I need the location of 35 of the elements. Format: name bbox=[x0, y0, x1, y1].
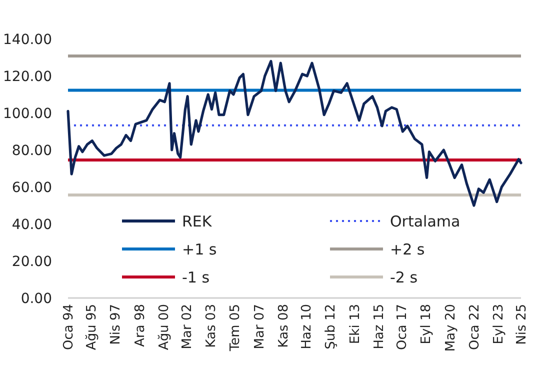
x-tick-label: Oca 94 bbox=[62, 304, 77, 350]
y-tick-label: 140.00 bbox=[3, 32, 52, 48]
y-tick-label: 40.00 bbox=[12, 216, 52, 233]
legend-label: +1 s bbox=[182, 240, 217, 258]
x-tick-label: Oca 17 bbox=[395, 304, 410, 350]
y-tick-label: 0.00 bbox=[20, 290, 52, 307]
x-tick-label: Şub 12 bbox=[324, 304, 339, 350]
x-tick-label: Nis 25 bbox=[514, 304, 530, 345]
x-tick-label: Mar 07 bbox=[252, 304, 268, 350]
x-tick-label: Mar 02 bbox=[180, 304, 195, 350]
x-tick-label: Ara 98 bbox=[132, 304, 148, 347]
legend-label: -1 s bbox=[182, 268, 210, 286]
legend-label: +2 s bbox=[390, 240, 425, 258]
x-tick-label: Haz 10 bbox=[300, 304, 314, 350]
x-tick-label: Nis 97 bbox=[108, 304, 124, 345]
y-tick-label: 20.00 bbox=[12, 254, 52, 270]
y-tick-label: 60.00 bbox=[12, 180, 52, 196]
x-tick-label: Eyl 18 bbox=[419, 304, 434, 344]
line-series bbox=[66, 60, 522, 207]
legend-label: REK bbox=[182, 212, 213, 230]
x-tick-label: Ağu 00 bbox=[156, 304, 172, 350]
y-tick-label: 120.00 bbox=[3, 68, 52, 85]
legend-label: Ortalama bbox=[390, 212, 460, 230]
x-tick-label: Kas 08 bbox=[276, 304, 292, 348]
x-tick-label: Kas 03 bbox=[204, 304, 220, 348]
x-tick-label: Eyl 23 bbox=[492, 304, 507, 344]
x-tick-label: Haz 15 bbox=[372, 304, 387, 350]
x-tick-label: Oca 22 bbox=[467, 304, 482, 350]
x-tick-label: Tem 05 bbox=[228, 304, 244, 352]
x-tick-label: Ağu 95 bbox=[84, 304, 100, 350]
x-tick-label: Eki 13 bbox=[348, 304, 363, 344]
y-tick-label: 80.00 bbox=[12, 142, 52, 159]
y-tick-label: 100.00 bbox=[3, 106, 52, 122]
x-tick-label: May 20 bbox=[443, 304, 458, 352]
legend-label: -2 s bbox=[390, 268, 418, 286]
